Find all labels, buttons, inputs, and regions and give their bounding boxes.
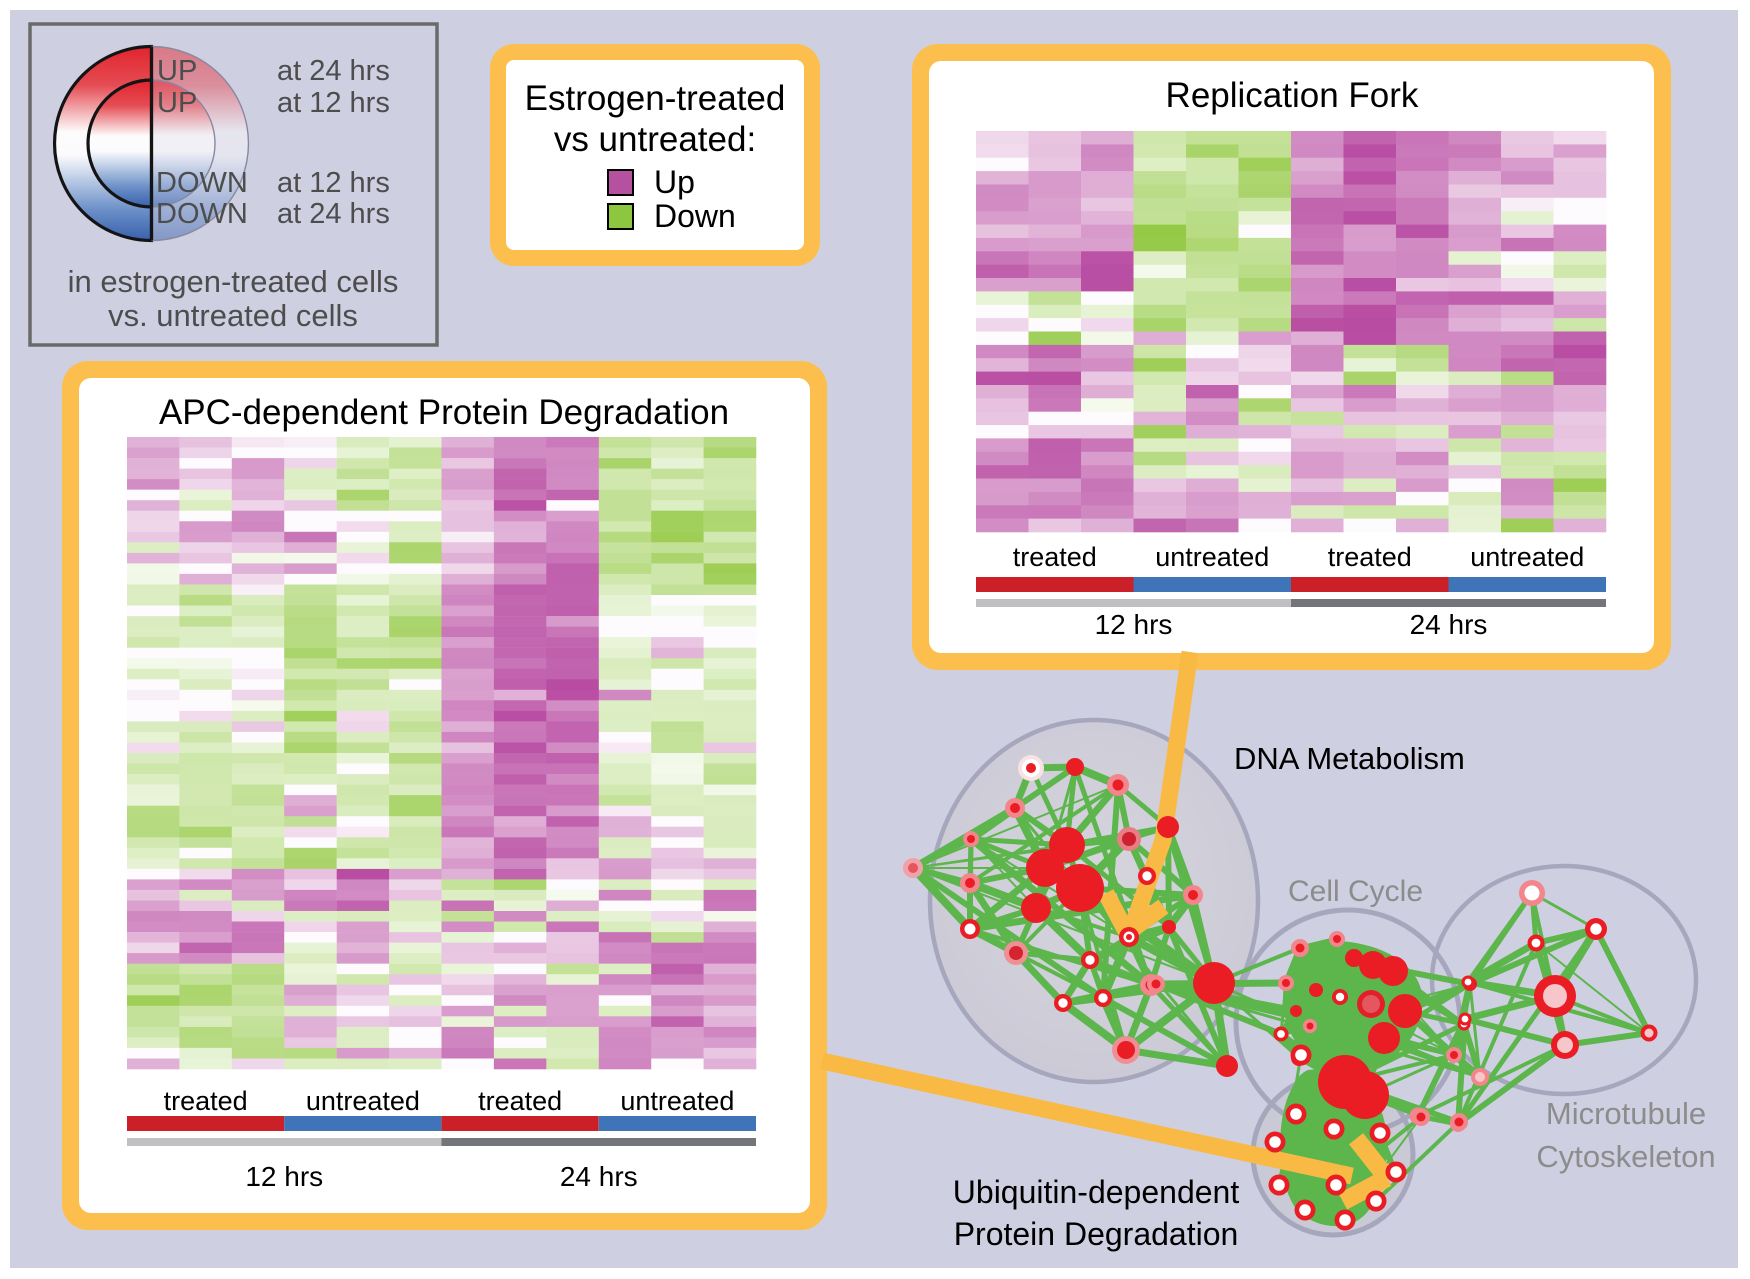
svg-text:Ubiquitin-dependent: Ubiquitin-dependent: [953, 1174, 1240, 1210]
svg-text:vs. untreated cells: vs. untreated cells: [108, 298, 358, 333]
svg-text:Cell Cycle: Cell Cycle: [1288, 875, 1423, 908]
svg-text:treated: treated: [1328, 542, 1412, 572]
svg-text:at 12 hrs: at 12 hrs: [277, 167, 390, 199]
svg-text:DNA Metabolism: DNA Metabolism: [1234, 741, 1465, 776]
svg-text:Replication Fork: Replication Fork: [1166, 76, 1419, 115]
svg-text:vs untreated:: vs untreated:: [554, 120, 756, 159]
svg-text:Microtubule: Microtubule: [1546, 1096, 1706, 1131]
svg-text:at 24 hrs: at 24 hrs: [277, 55, 390, 87]
svg-text:UP: UP: [157, 87, 197, 119]
svg-text:UP: UP: [157, 55, 197, 87]
svg-text:12 hrs: 12 hrs: [245, 1161, 323, 1192]
svg-text:Cytoskeleton: Cytoskeleton: [1536, 1139, 1715, 1174]
svg-text:treated: treated: [1013, 542, 1097, 572]
svg-text:12 hrs: 12 hrs: [1095, 609, 1173, 640]
svg-text:in estrogen-treated cells: in estrogen-treated cells: [68, 264, 399, 299]
svg-text:Up: Up: [654, 164, 695, 200]
svg-text:treated: treated: [164, 1086, 248, 1116]
svg-text:untreated: untreated: [1155, 542, 1269, 572]
svg-text:APC-dependent Protein Degradat: APC-dependent Protein Degradation: [159, 393, 729, 432]
svg-text:24 hrs: 24 hrs: [560, 1161, 638, 1192]
svg-text:untreated: untreated: [620, 1086, 734, 1116]
svg-text:untreated: untreated: [306, 1086, 420, 1116]
svg-text:24 hrs: 24 hrs: [1410, 609, 1488, 640]
svg-text:Down: Down: [654, 198, 736, 234]
svg-text:DOWN: DOWN: [156, 167, 248, 199]
svg-text:at 12 hrs: at 12 hrs: [277, 87, 390, 119]
svg-text:DOWN: DOWN: [156, 198, 248, 230]
svg-text:at 24 hrs: at 24 hrs: [277, 198, 390, 230]
svg-text:treated: treated: [478, 1086, 562, 1116]
svg-text:Estrogen-treated: Estrogen-treated: [525, 79, 786, 118]
svg-text:Protein Degradation: Protein Degradation: [954, 1216, 1239, 1252]
svg-text:untreated: untreated: [1470, 542, 1584, 572]
